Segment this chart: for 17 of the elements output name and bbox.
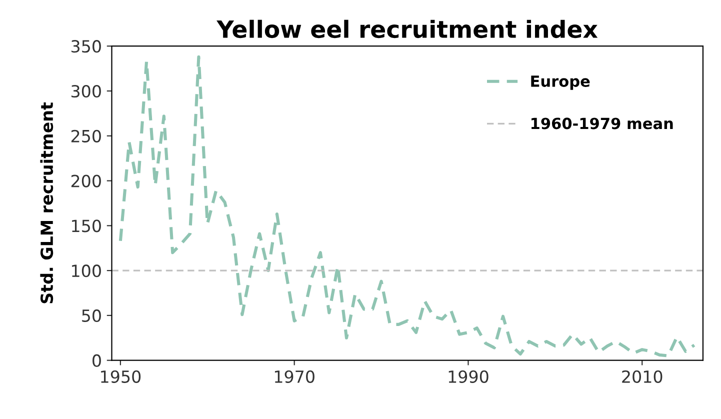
y-tick-label: 200 xyxy=(71,174,101,188)
x-tick-label: 2010 xyxy=(622,370,662,383)
legend-label: 1960-1979 mean xyxy=(532,118,673,130)
x-tick-label: 1970 xyxy=(274,370,314,383)
y-tick-label: 150 xyxy=(72,220,101,232)
y-tick-label: 350 xyxy=(71,40,101,53)
x-tick-label: 1990 xyxy=(448,370,488,383)
y-tick-label: 100 xyxy=(72,264,101,278)
x-tick-label: 1950 xyxy=(101,370,141,383)
y-tick-label: 0 xyxy=(92,354,101,367)
y-tick-label: 50 xyxy=(82,309,101,322)
legend-label: Europe xyxy=(531,76,590,90)
chart-title: Yellow eel recruitment index xyxy=(216,20,598,38)
y-tick-label: 250 xyxy=(71,130,101,142)
y-tick-label: 300 xyxy=(71,84,101,98)
line-series xyxy=(118,55,696,358)
y-axis-title: Std. GLM recruitment xyxy=(40,102,54,304)
